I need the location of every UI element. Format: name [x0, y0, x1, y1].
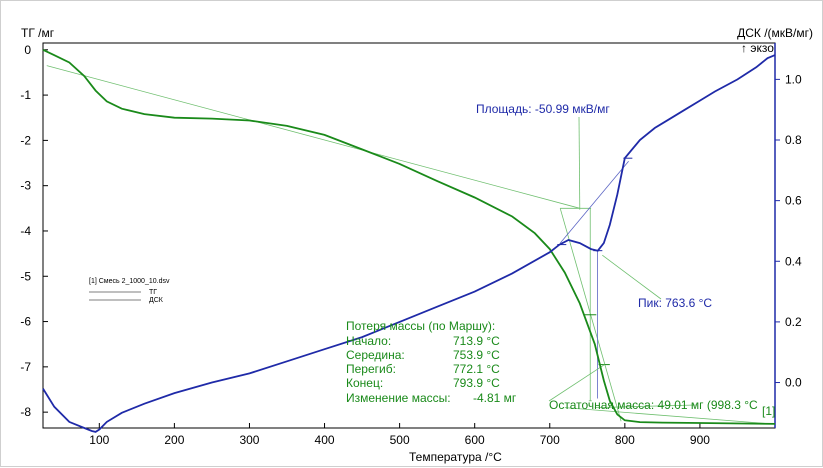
residual-leader: [594, 404, 697, 409]
legend-tg-label: ТГ: [149, 289, 157, 296]
dsc-curve: [42, 54, 776, 433]
left-tick-label-7: -7: [20, 360, 31, 374]
tg-curve: [42, 48, 776, 425]
mass-loss-label-inflection: Перегиб:: [346, 362, 396, 376]
residual-mass-annotation: Остаточная масса: 49.01 мг (998.3 °C: [549, 398, 758, 412]
mass-loss-label-change: Изменение массы:: [346, 391, 451, 405]
x-tick-label-3: 400: [315, 433, 335, 447]
mass-loss-title: Потеря массы (по Маршу):: [346, 319, 495, 333]
annotation-lines: [46, 65, 772, 425]
mass-loss-label-start: Начало:: [346, 334, 391, 348]
plot-area: [42, 42, 776, 429]
mass-loss-annotation: Потеря массы (по Маршу): Начало: 713.9 °…: [346, 319, 517, 405]
x-tick-label-8: 900: [690, 433, 710, 447]
x-tick-label-2: 300: [239, 433, 259, 447]
left-tick-label-5: -5: [20, 269, 31, 283]
left-axis-ticks: 0 -1 -2 -3 -4 -5 -6 -7 -8: [20, 43, 48, 419]
x-axis-ticks: 100 200 300 400 500 600 700 800 900: [89, 423, 710, 447]
mass-loss-label-end: Конец:: [346, 376, 383, 390]
mass-loss-value-inflection: 772.1 °C: [453, 362, 500, 376]
left-tick-label-3: -3: [20, 179, 31, 193]
mass-loss-value-change: -4.81 мг: [473, 391, 517, 405]
x-tick-label-4: 500: [390, 433, 410, 447]
area-annotation: Площадь: -50.99 мкВ/мг: [476, 102, 610, 116]
left-tick-label-4: -4: [20, 224, 31, 238]
right-axis-title: ДСК /(мкВ/мг): [737, 26, 813, 40]
left-tick-label-8: -8: [20, 405, 31, 419]
x-axis-title: Температура /°C: [409, 450, 502, 464]
right-tick-label-2: 0.4: [785, 254, 802, 268]
exo-label: ↑ экзо: [741, 41, 774, 55]
curve-tag: [1]: [762, 404, 775, 418]
left-tick-label-1: -1: [20, 88, 31, 102]
right-tick-label-4: 0.8: [785, 133, 802, 147]
peak-leader: [602, 254, 662, 300]
tg-tangent-upper: [46, 65, 580, 209]
right-tick-label-5: 1.0: [785, 72, 802, 86]
mass-loss-value-end: 793.9 °C: [453, 376, 500, 390]
area-leader: [578, 116, 581, 210]
mass-loss-value-mid: 753.9 °C: [453, 348, 500, 362]
right-axis-ticks: 0.0 0.2 0.4 0.6 0.8 1.0: [775, 72, 802, 390]
x-tick-label-1: 200: [164, 433, 184, 447]
mass-loss-value-start: 713.9 °C: [453, 334, 500, 348]
tg-tangent-lower: [564, 407, 772, 425]
right-tick-label-3: 0.6: [785, 194, 802, 208]
left-tick-label-0: 0: [24, 43, 31, 57]
left-tick-label-6: -6: [20, 315, 31, 329]
left-axis-title: ТГ /мг: [21, 26, 55, 40]
x-tick-label-7: 800: [615, 433, 635, 447]
x-tick-label-0: 100: [89, 433, 109, 447]
mass-loss-leader: [548, 364, 605, 402]
right-tick-label-1: 0.2: [785, 315, 802, 329]
left-tick-label-2: -2: [20, 133, 31, 147]
x-tick-label-6: 700: [540, 433, 560, 447]
legend-dsc-label: ДСК: [149, 297, 164, 304]
mass-loss-label-mid: Середина:: [346, 348, 405, 362]
right-tick-label-0: 0.0: [785, 376, 802, 390]
legend-file: [1] Смесь 2_1000_10.dsv: [89, 278, 170, 285]
peak-annotation: Пик: 763.6 °C: [638, 296, 712, 310]
dsc-area-baseline: [559, 160, 629, 244]
x-tick-label-5: 600: [465, 433, 485, 447]
legend: [1] Смесь 2_1000_10.dsv ТГ ДСК: [89, 278, 170, 304]
